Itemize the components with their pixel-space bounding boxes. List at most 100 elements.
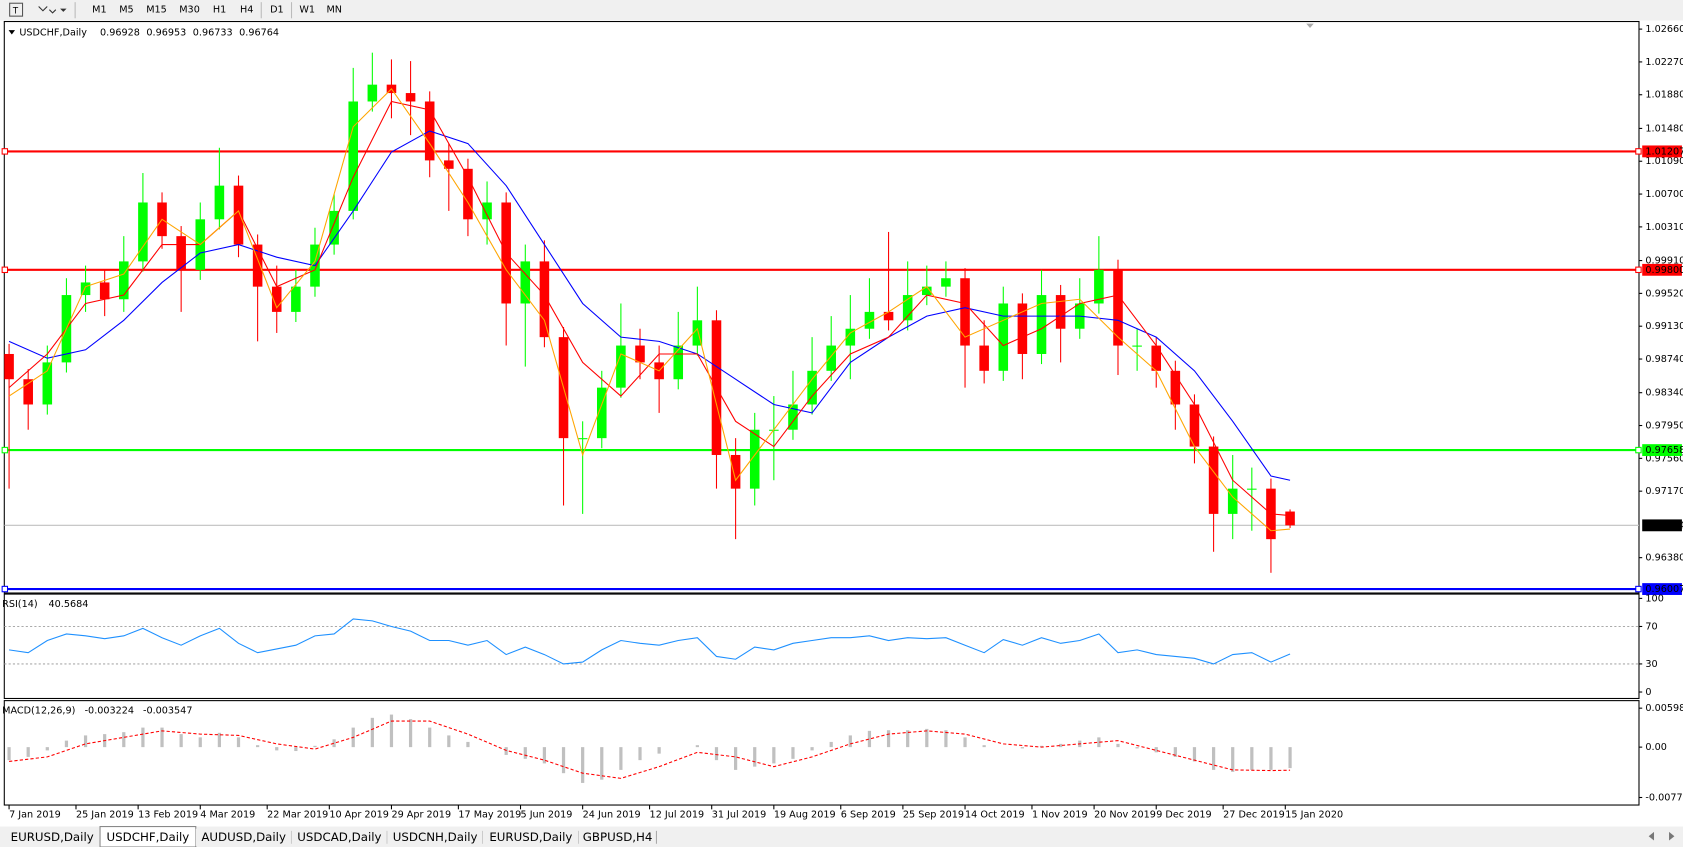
tab-label[interactable]: USDCHF,Daily xyxy=(107,830,190,844)
tab[interactable] xyxy=(578,828,657,846)
y-tick-label: 0.99520 xyxy=(1645,288,1683,299)
objects-icon[interactable] xyxy=(38,6,57,14)
candle-body xyxy=(979,345,989,371)
candle-body xyxy=(4,353,14,380)
timeframe-button[interactable]: M5 xyxy=(119,5,133,16)
candle-body xyxy=(482,202,492,220)
tab-label[interactable]: USDCNH,Daily xyxy=(393,830,478,844)
candle-body xyxy=(329,210,339,245)
level-handle[interactable] xyxy=(1635,266,1642,274)
x-tick-label: 22 Mar 2019 xyxy=(267,810,328,821)
candle-body xyxy=(291,286,301,312)
candle-body xyxy=(1285,511,1295,526)
macd-bar xyxy=(389,714,394,748)
macd-bar xyxy=(1231,747,1235,772)
timeframe-button[interactable]: H4 xyxy=(240,5,253,16)
macd-bar xyxy=(179,734,183,748)
macd-bar xyxy=(581,747,585,783)
macd-bar xyxy=(447,735,451,748)
macd-bar xyxy=(619,747,623,770)
tab-scroll[interactable] xyxy=(1648,831,1675,841)
collapse-arrow[interactable] xyxy=(8,30,16,35)
level-label-box xyxy=(1642,444,1682,457)
macd-bar xyxy=(753,747,757,767)
tab-label[interactable]: AUDUSD,Daily xyxy=(201,830,286,844)
tab[interactable] xyxy=(195,828,292,846)
macd-bar xyxy=(26,747,30,757)
timeframe-button[interactable]: M1 xyxy=(92,5,106,16)
macd-bar xyxy=(695,745,699,748)
macd-bar xyxy=(963,737,967,748)
timeframe-button[interactable]: H1 xyxy=(213,5,226,16)
candle-body xyxy=(233,185,244,245)
candle-body xyxy=(749,429,760,489)
rsi-line xyxy=(8,618,1291,665)
panel-frame xyxy=(3,20,1640,594)
level-handle[interactable] xyxy=(1635,585,1642,593)
timeframe-button[interactable]: W1 xyxy=(299,5,315,16)
level-handle[interactable] xyxy=(1635,446,1642,454)
tab[interactable] xyxy=(387,828,484,846)
macd-bar xyxy=(160,727,164,748)
tab-label[interactable]: EURUSD,Daily xyxy=(11,830,94,844)
tab-label[interactable]: USDCAD,Daily xyxy=(297,830,381,844)
y-tick-label: 0.98340 xyxy=(1645,388,1683,399)
level-handle[interactable] xyxy=(1,585,9,593)
x-tick-label: 9 Dec 2019 xyxy=(1156,810,1211,821)
tab[interactable] xyxy=(291,828,388,846)
candle-body xyxy=(1132,345,1142,347)
y-tick-label: 0 xyxy=(1645,687,1651,698)
macd-value: -0.003224 xyxy=(85,705,134,716)
timeframe-button[interactable]: D1 xyxy=(270,5,284,16)
y-tick-label: 0.97560 xyxy=(1645,453,1683,464)
timeframe-button[interactable]: M30 xyxy=(179,5,200,16)
macd-bar xyxy=(275,747,279,751)
chart-title: USDCHF,Daily xyxy=(19,27,87,38)
candle-body xyxy=(138,202,148,262)
y-tick-label: 70 xyxy=(1645,621,1657,632)
timeframe-button[interactable]: M15 xyxy=(146,5,167,16)
macd-bar xyxy=(982,745,986,748)
macd-bar xyxy=(714,747,719,761)
level-handle[interactable] xyxy=(1635,148,1642,155)
level-handle[interactable] xyxy=(1,148,9,155)
macd-bar xyxy=(1192,747,1197,762)
rsi-value: 40.5684 xyxy=(49,599,89,610)
tab[interactable] xyxy=(483,828,579,846)
x-tick-label: 6 Sep 2019 xyxy=(841,810,896,821)
level-label-box xyxy=(1642,583,1682,595)
y-tick-label: 1.00700 xyxy=(1645,189,1683,200)
level-label: 0.97658 xyxy=(1645,445,1683,456)
candle-body xyxy=(1017,303,1028,354)
rsi-title: RSI(14) xyxy=(2,599,37,610)
level-handle[interactable] xyxy=(1,446,9,454)
tab[interactable] xyxy=(4,828,101,846)
tab-label[interactable]: EURUSD,Daily xyxy=(489,830,572,844)
level-handle[interactable] xyxy=(1,266,9,274)
y-tick-label: 1.00310 xyxy=(1645,222,1683,233)
candle-body xyxy=(788,404,798,430)
dropdown-arrow[interactable] xyxy=(60,8,67,12)
x-tick-label: 29 Apr 2019 xyxy=(391,810,451,821)
candle-body xyxy=(883,311,894,321)
ohlc-value: 0.96953 xyxy=(146,27,186,38)
macd-bar xyxy=(1269,747,1273,770)
tab-label[interactable]: GBPUSD,H4 xyxy=(583,830,653,844)
macd-bar xyxy=(1288,747,1292,769)
timeframe-button[interactable]: MN xyxy=(326,5,342,16)
macd-bar xyxy=(600,747,604,780)
macd-bar xyxy=(886,730,891,748)
moving-average xyxy=(8,88,1291,532)
toolbar xyxy=(0,0,1683,21)
macd-bar xyxy=(294,747,298,752)
macd-bar xyxy=(561,747,566,774)
text-tool-icon[interactable] xyxy=(9,2,24,17)
candle-body xyxy=(444,160,454,169)
candle-body xyxy=(960,278,970,346)
x-tick-label: 31 Jul 2019 xyxy=(712,810,767,821)
candle-body xyxy=(214,185,225,220)
macd-bar xyxy=(217,732,221,748)
current-price-box xyxy=(1642,519,1682,532)
x-tick-label: 27 Dec 2019 xyxy=(1223,810,1285,821)
candle-body xyxy=(596,387,607,439)
